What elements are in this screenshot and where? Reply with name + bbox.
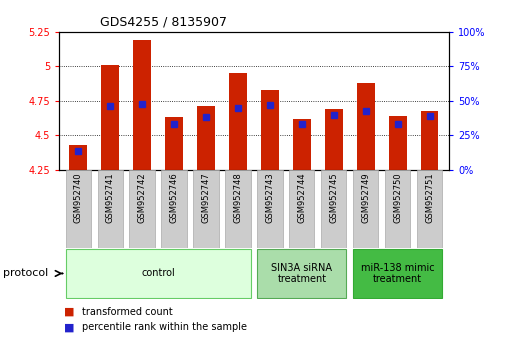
Text: GSM952749: GSM952749 xyxy=(361,172,370,223)
Bar xyxy=(69,145,87,170)
Text: transformed count: transformed count xyxy=(82,307,173,316)
Bar xyxy=(321,170,346,248)
Bar xyxy=(357,83,374,170)
Bar xyxy=(102,65,119,170)
Bar xyxy=(385,170,410,248)
Text: ■: ■ xyxy=(64,307,74,316)
Text: GSM952743: GSM952743 xyxy=(265,172,274,223)
Bar xyxy=(197,107,215,170)
Bar xyxy=(193,170,219,248)
Text: GDS4255 / 8135907: GDS4255 / 8135907 xyxy=(100,15,227,28)
Bar xyxy=(261,90,279,170)
Text: GSM952747: GSM952747 xyxy=(202,172,210,223)
Bar xyxy=(353,170,379,248)
Text: GSM952745: GSM952745 xyxy=(329,172,339,223)
Bar xyxy=(225,170,250,248)
Bar xyxy=(129,170,155,248)
Text: GSM952748: GSM952748 xyxy=(233,172,243,223)
Text: GSM952746: GSM952746 xyxy=(169,172,179,223)
Bar xyxy=(66,249,250,298)
Bar xyxy=(325,109,343,170)
Bar xyxy=(289,170,314,248)
Bar xyxy=(417,170,442,248)
Text: SIN3A siRNA
treatment: SIN3A siRNA treatment xyxy=(271,263,332,284)
Text: GSM952740: GSM952740 xyxy=(74,172,83,223)
Bar xyxy=(229,73,247,170)
Bar xyxy=(133,40,151,170)
Bar xyxy=(293,119,311,170)
Bar xyxy=(97,170,123,248)
Text: GSM952742: GSM952742 xyxy=(137,172,147,223)
Bar xyxy=(258,249,346,298)
Text: GSM952750: GSM952750 xyxy=(393,172,402,223)
Bar xyxy=(258,170,283,248)
Text: GSM952751: GSM952751 xyxy=(425,172,434,223)
Text: control: control xyxy=(141,268,175,279)
Bar xyxy=(421,110,439,170)
Text: GSM952741: GSM952741 xyxy=(106,172,114,223)
Bar xyxy=(389,116,406,170)
Bar xyxy=(165,118,183,170)
Text: ■: ■ xyxy=(64,322,74,332)
Text: miR-138 mimic
treatment: miR-138 mimic treatment xyxy=(361,263,435,284)
Bar xyxy=(66,170,91,248)
Bar xyxy=(162,170,187,248)
Text: percentile rank within the sample: percentile rank within the sample xyxy=(82,322,247,332)
Text: GSM952744: GSM952744 xyxy=(298,172,306,223)
Bar xyxy=(353,249,442,298)
Text: protocol: protocol xyxy=(3,268,48,279)
